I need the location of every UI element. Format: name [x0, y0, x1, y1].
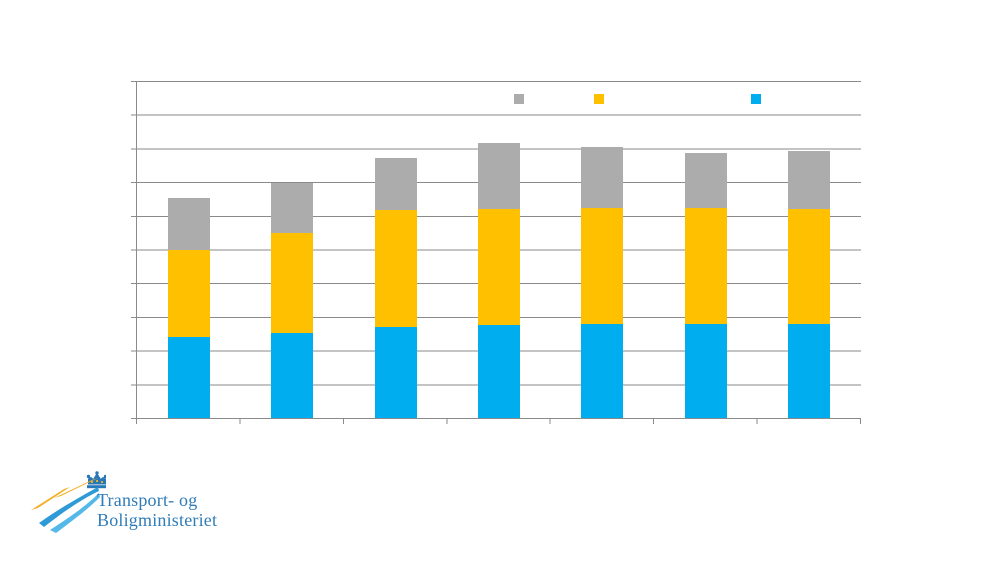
bar-segment: [581, 324, 624, 418]
bar-segment: [374, 326, 417, 418]
ministry-logo-mark: [31, 471, 106, 533]
logo-text-line2: Boligministeriet: [97, 510, 218, 530]
legend-item: [514, 94, 529, 104]
bar-segment: [167, 197, 210, 250]
bar-segment: [788, 151, 831, 210]
x-axis-ticks: [136, 419, 862, 424]
swoosh-blue-light: [50, 493, 100, 533]
legend-swatch: [594, 94, 604, 104]
bar-segment: [374, 157, 417, 211]
legend-item: [751, 94, 766, 104]
logo-text-line1: Transport- og: [97, 490, 198, 510]
crown-icon: [86, 471, 106, 489]
swoosh-blue-dark: [39, 487, 99, 527]
bar-segment: [581, 208, 624, 325]
bar-stack: [478, 81, 520, 418]
bar-segment: [788, 324, 831, 418]
bar-stack: [167, 81, 210, 418]
bar-segment: [478, 142, 520, 210]
legend-swatch: [514, 94, 524, 104]
legend-swatch: [751, 94, 761, 104]
ministry-logo: Transport- og Boligministeriet: [30, 470, 290, 540]
bar-stack: [788, 81, 831, 418]
bar-segment: [788, 209, 831, 325]
bar-segment: [684, 152, 727, 208]
bar-segment: [271, 233, 314, 333]
plot-area: [131, 81, 862, 424]
ministry-logo-text: Transport- og Boligministeriet: [97, 490, 217, 530]
legend-item: [594, 94, 609, 104]
bar-stack: [374, 81, 417, 418]
bar-segment: [167, 337, 210, 418]
bar-segment: [684, 207, 727, 324]
bar-segment: [271, 332, 314, 418]
bar-segment: [271, 183, 314, 234]
bar-segment: [478, 325, 520, 418]
bar-segment: [478, 209, 520, 325]
bar-segment: [684, 323, 727, 418]
bar-stack: [271, 81, 314, 418]
swoosh-yellow: [31, 478, 98, 510]
bar-stack: [581, 81, 624, 418]
bar-stack: [684, 81, 727, 418]
y-axis-ticks: [131, 81, 136, 419]
bar-segment: [581, 146, 624, 209]
bar-segment: [374, 210, 417, 327]
bar-segment: [167, 249, 210, 338]
bars: [137, 81, 861, 418]
